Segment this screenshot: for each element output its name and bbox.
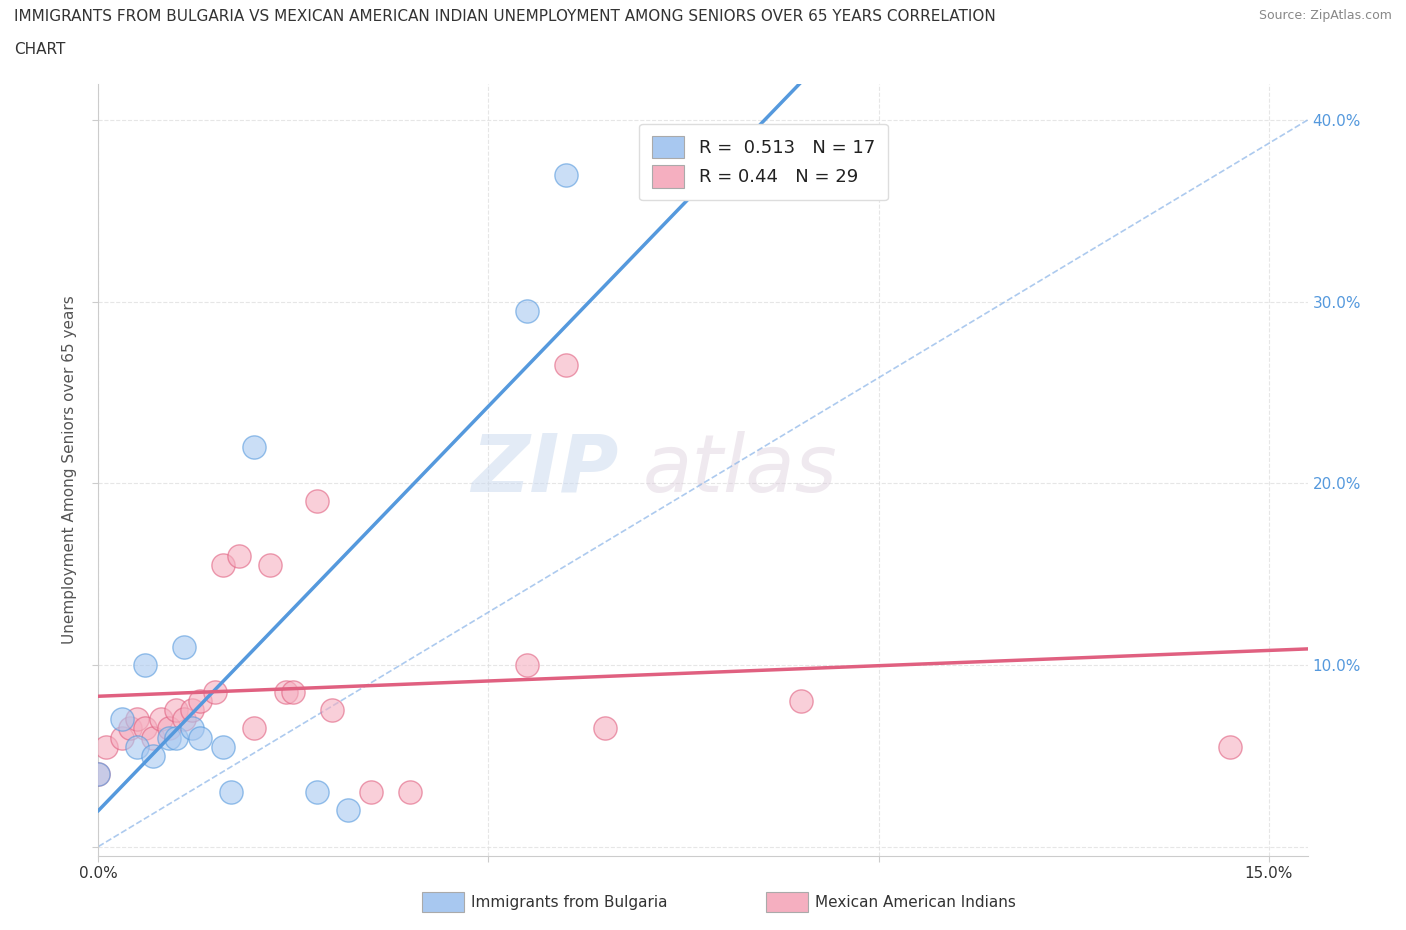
Point (181, 703, 204, 718)
Point (96, 739, 118, 754)
Point (127, 739, 149, 754)
Point (142, 730, 165, 745)
Text: CHART: CHART (14, 42, 66, 57)
Point (228, 549, 250, 564)
Point (181, 721, 204, 736)
Point (134, 721, 156, 736)
Y-axis label: Unemployment Among Seniors over 65 years: Unemployment Among Seniors over 65 years (62, 296, 77, 644)
Point (595, 721, 617, 736)
Point (212, 558, 235, 573)
Point (157, 721, 180, 736)
Text: Immigrants from Bulgaria: Immigrants from Bulgaria (471, 895, 668, 910)
Point (555, 167, 578, 182)
Point (360, 785, 382, 800)
Point (173, 712, 195, 727)
Point (173, 639, 195, 654)
Point (243, 440, 266, 455)
Point (127, 712, 149, 727)
Point (165, 703, 187, 718)
Point (188, 694, 211, 709)
Point (321, 703, 343, 718)
Point (305, 494, 328, 509)
Point (111, 730, 134, 745)
Point (243, 721, 266, 736)
Point (87, 766, 110, 781)
Point (274, 684, 297, 699)
Point (399, 785, 422, 800)
Point (212, 739, 235, 754)
Text: atlas: atlas (643, 431, 838, 509)
Point (555, 358, 578, 373)
Point (516, 658, 538, 672)
Point (305, 785, 328, 800)
Point (219, 785, 242, 800)
Point (165, 730, 187, 745)
Point (789, 694, 811, 709)
Text: IMMIGRANTS FROM BULGARIA VS MEXICAN AMERICAN INDIAN UNEMPLOYMENT AMONG SENIORS O: IMMIGRANTS FROM BULGARIA VS MEXICAN AMER… (14, 9, 995, 24)
Point (111, 712, 134, 727)
Point (516, 303, 538, 318)
Point (259, 558, 281, 573)
Point (1219, 739, 1241, 754)
Legend: R =  0.513   N = 17, R = 0.44   N = 29: R = 0.513 N = 17, R = 0.44 N = 29 (640, 124, 887, 200)
Point (157, 730, 180, 745)
Text: Source: ZipAtlas.com: Source: ZipAtlas.com (1258, 9, 1392, 22)
Point (87, 766, 110, 781)
Point (204, 684, 226, 699)
Point (337, 803, 360, 817)
Point (283, 684, 305, 699)
Point (118, 721, 141, 736)
Point (149, 712, 172, 727)
Text: Mexican American Indians: Mexican American Indians (815, 895, 1017, 910)
Text: ZIP: ZIP (471, 431, 619, 509)
Point (188, 730, 211, 745)
Point (134, 658, 156, 672)
Point (142, 749, 165, 764)
